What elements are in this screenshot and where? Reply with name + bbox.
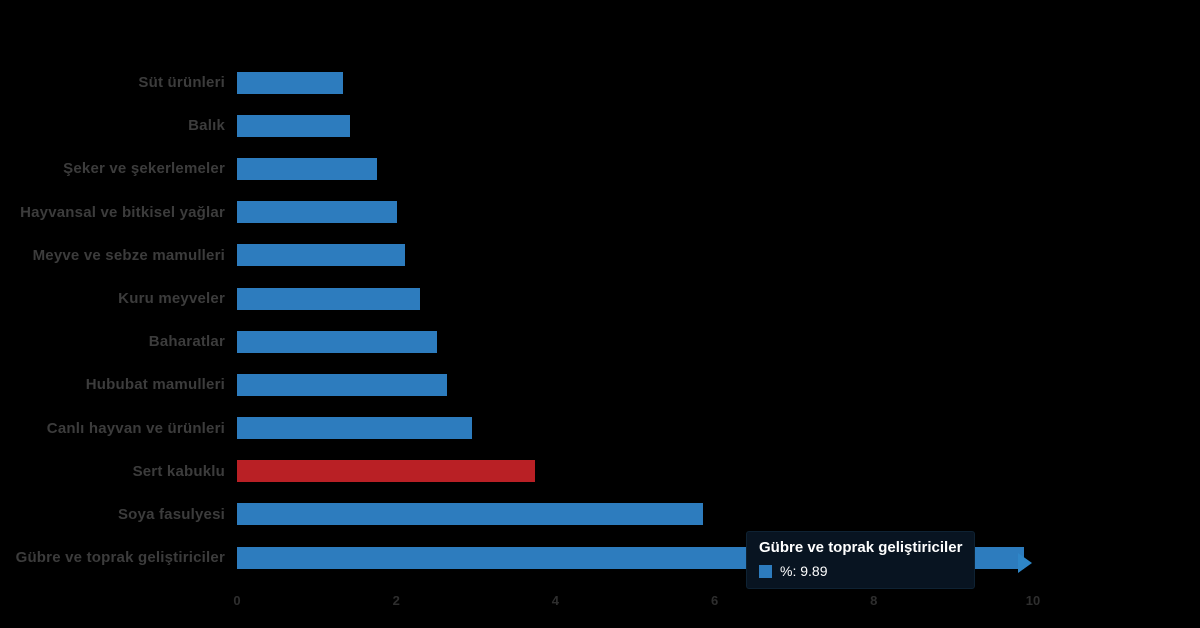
- x-tick-label: 0: [233, 593, 241, 608]
- chart-row: Süt ürünleri: [0, 61, 1033, 104]
- category-label: Süt ürünleri: [138, 74, 225, 92]
- category-label: Canlı hayvan ve ürünleri: [46, 419, 225, 437]
- bar[interactable]: [237, 114, 351, 137]
- x-axis: 0 2 4 6 8 10: [233, 593, 1040, 615]
- bar-track: [237, 417, 1033, 440]
- tooltip-title: Gübre ve toprak geliştiriciler: [759, 539, 963, 556]
- bar[interactable]: [237, 373, 448, 396]
- chart-row: Şeker ve şekerlemeler: [0, 147, 1033, 190]
- chart-row: Sert kabuklu: [0, 450, 1033, 493]
- bar[interactable]: [237, 71, 343, 94]
- bar-track: [237, 114, 1033, 137]
- bar[interactable]: [237, 330, 437, 353]
- bar-track: [237, 503, 1033, 526]
- x-tick-label: 4: [551, 593, 560, 608]
- chart-row: Balık: [0, 104, 1033, 147]
- chart-row: Hububat mamulleri: [0, 363, 1033, 406]
- chart-row: Baharatlar: [0, 320, 1033, 363]
- x-tick-label: 6: [710, 593, 719, 608]
- x-tick-label: 10: [1025, 593, 1041, 608]
- tooltip: Gübre ve toprak geliştiriciler %: 9.89: [746, 531, 976, 589]
- bar-track: [237, 71, 1033, 94]
- chart-row: Kuru meyveler: [0, 277, 1033, 320]
- category-label: Hayvansal ve bitkisel yağlar: [20, 203, 225, 221]
- bar[interactable]: [237, 287, 421, 310]
- bar[interactable]: [237, 417, 472, 440]
- tooltip-pointer-icon: [1018, 553, 1032, 573]
- category-label: Baharatlar: [148, 333, 225, 351]
- tooltip-value: %: 9.89: [780, 563, 828, 579]
- category-label: Meyve ve sebze mamulleri: [32, 246, 225, 264]
- bar[interactable]: [237, 503, 703, 526]
- chart-row: Soya fasulyesi: [0, 493, 1033, 536]
- category-label: Gübre ve toprak geliştiriciler: [15, 549, 225, 567]
- tooltip-value-line: %: 9.89: [759, 563, 962, 579]
- bar[interactable]: [237, 244, 405, 267]
- category-label: Balık: [188, 117, 225, 135]
- chart-row: Hayvansal ve bitkisel yağlar: [0, 191, 1033, 234]
- chart-row: Canlı hayvan ve ürünleri: [0, 407, 1033, 450]
- bar-track: [237, 201, 1033, 224]
- x-tick-label: 8: [870, 593, 878, 608]
- category-label: Kuru meyveler: [118, 290, 225, 308]
- bar-track: [237, 157, 1033, 180]
- rows: Süt ürünleri Balık Şeker ve şekerlemeler…: [0, 61, 1033, 579]
- tooltip-series-marker-icon: [759, 564, 772, 578]
- category-label: Sert kabuklu: [132, 462, 225, 480]
- bar-track: [237, 287, 1033, 310]
- category-label: Hububat mamulleri: [85, 376, 225, 394]
- bar[interactable]: [237, 460, 535, 483]
- category-label: Şeker ve şekerlemeler: [63, 160, 225, 178]
- category-label: Soya fasulyesi: [117, 505, 225, 523]
- bar-track: [237, 244, 1033, 267]
- bar[interactable]: [237, 201, 397, 224]
- bar-track: [237, 460, 1033, 483]
- x-tick-label: 2: [392, 593, 400, 608]
- bar-track: [237, 373, 1033, 396]
- chart-row: Meyve ve sebze mamulleri: [0, 234, 1033, 277]
- bar-track: [237, 330, 1033, 353]
- bar[interactable]: [237, 157, 378, 180]
